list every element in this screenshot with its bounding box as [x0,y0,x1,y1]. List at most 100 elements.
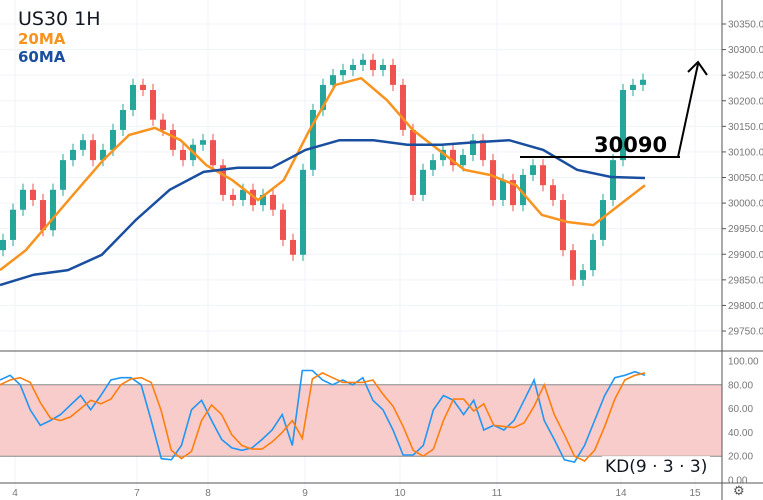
candle-body [560,200,566,251]
candle-body [10,209,16,240]
candle-body [390,64,396,85]
price-tick-label: 29800.00 [728,301,763,312]
candle-body [110,129,116,150]
candle-body [160,119,166,130]
candle-body [550,185,556,201]
time-tick-label: 9 [302,488,308,499]
kd-tick-label: 80.00 [728,380,753,391]
candle-body [0,239,6,251]
candle-body [140,84,146,91]
candle-body [480,140,486,161]
candle-body [280,209,286,240]
arrow-head-icon [687,60,708,76]
candle-body [420,169,426,195]
time-tick-label: 14 [615,488,627,499]
candle-body [300,169,306,255]
candle-body [460,154,466,166]
candle-body [500,180,506,201]
candle-body [630,84,636,91]
price-tick-label: 30100.00 [728,147,763,158]
candle-body [230,194,236,201]
candle-body [610,160,616,201]
candle-body [100,149,106,161]
ma60-legend: 60MA [18,48,66,66]
candle-body [580,270,586,280]
kd-tick-label: 60.00 [728,404,753,415]
kd-k-line [0,369,646,464]
price-tick-label: 30200.00 [728,96,763,107]
price-tick-label: 29750.00 [728,327,763,338]
kd-tick-label: 40.00 [728,428,753,439]
candle-body [200,140,206,145]
candle-body [490,160,496,201]
candle-body [350,64,356,71]
candle-body [340,70,346,76]
candle-body [40,200,46,231]
candle-body [270,194,276,210]
candle-body [450,149,456,166]
legend: US30 1H 20MA 60MA [18,10,101,65]
settings-gear-icon[interactable]: ⚙ [733,484,745,499]
candle-body [540,165,546,186]
kd-d-line [0,371,646,462]
candle-body [570,250,576,280]
candle-body [410,129,416,195]
candle-body [330,75,336,85]
symbol-title: US30 1H [18,8,101,30]
candle-body [400,84,406,130]
price-tick-label: 29900.00 [728,250,763,261]
price-tick-label: 30300.00 [728,45,763,56]
candle-body [220,165,226,195]
ma60-line [0,138,646,287]
price-tick-label: 30250.00 [728,71,763,82]
time-tick-label: 8 [205,488,211,499]
candle-body [50,189,56,231]
candle-body [30,189,36,201]
time-tick-label: 15 [689,488,701,499]
candle-body [370,59,376,71]
price-tick-label: 30350.00 [728,20,763,31]
price-tick-label: 30150.00 [728,122,763,133]
candle-body [590,239,596,271]
candle-body [180,149,186,161]
arrow-line [677,63,699,158]
candle-body [310,109,316,170]
candle-body [120,109,126,130]
candle-body [380,64,386,71]
candle-body [430,160,436,170]
time-tick-label: 10 [394,488,406,499]
candle-body [60,160,66,190]
candle-body [90,140,96,161]
price-tick-label: 29850.00 [728,275,763,286]
price-axis-bg [722,0,763,500]
candle-body [320,84,326,110]
level-annotation-label: 30090 [594,133,668,157]
candle-body [440,149,446,161]
price-tick-label: 29950.00 [728,224,763,235]
ma20-legend: 20MA [18,30,66,48]
kd-tick-label: 20.00 [728,452,753,463]
candle-body [130,84,136,110]
candle-body [170,129,176,150]
time-tick-label: 7 [134,488,140,499]
candle-body [360,59,366,65]
price-tick-label: 30050.00 [728,173,763,184]
candle-body [20,189,26,210]
candle-body [470,140,476,155]
ma20-line [0,76,646,272]
price-tick-label: 30000.00 [728,199,763,210]
candle-body [530,165,536,175]
candle-body [290,239,296,255]
candle-body [520,174,526,206]
candle-body [150,90,156,120]
candle-body [70,149,76,161]
candle-body [640,79,646,85]
candle-body [510,180,516,206]
candle-body [80,140,86,150]
time-tick-label: 4 [12,488,18,499]
kd-band [0,384,722,457]
time-tick-label: 11 [492,488,503,499]
kd-tick-label: 0.00 [728,476,748,487]
